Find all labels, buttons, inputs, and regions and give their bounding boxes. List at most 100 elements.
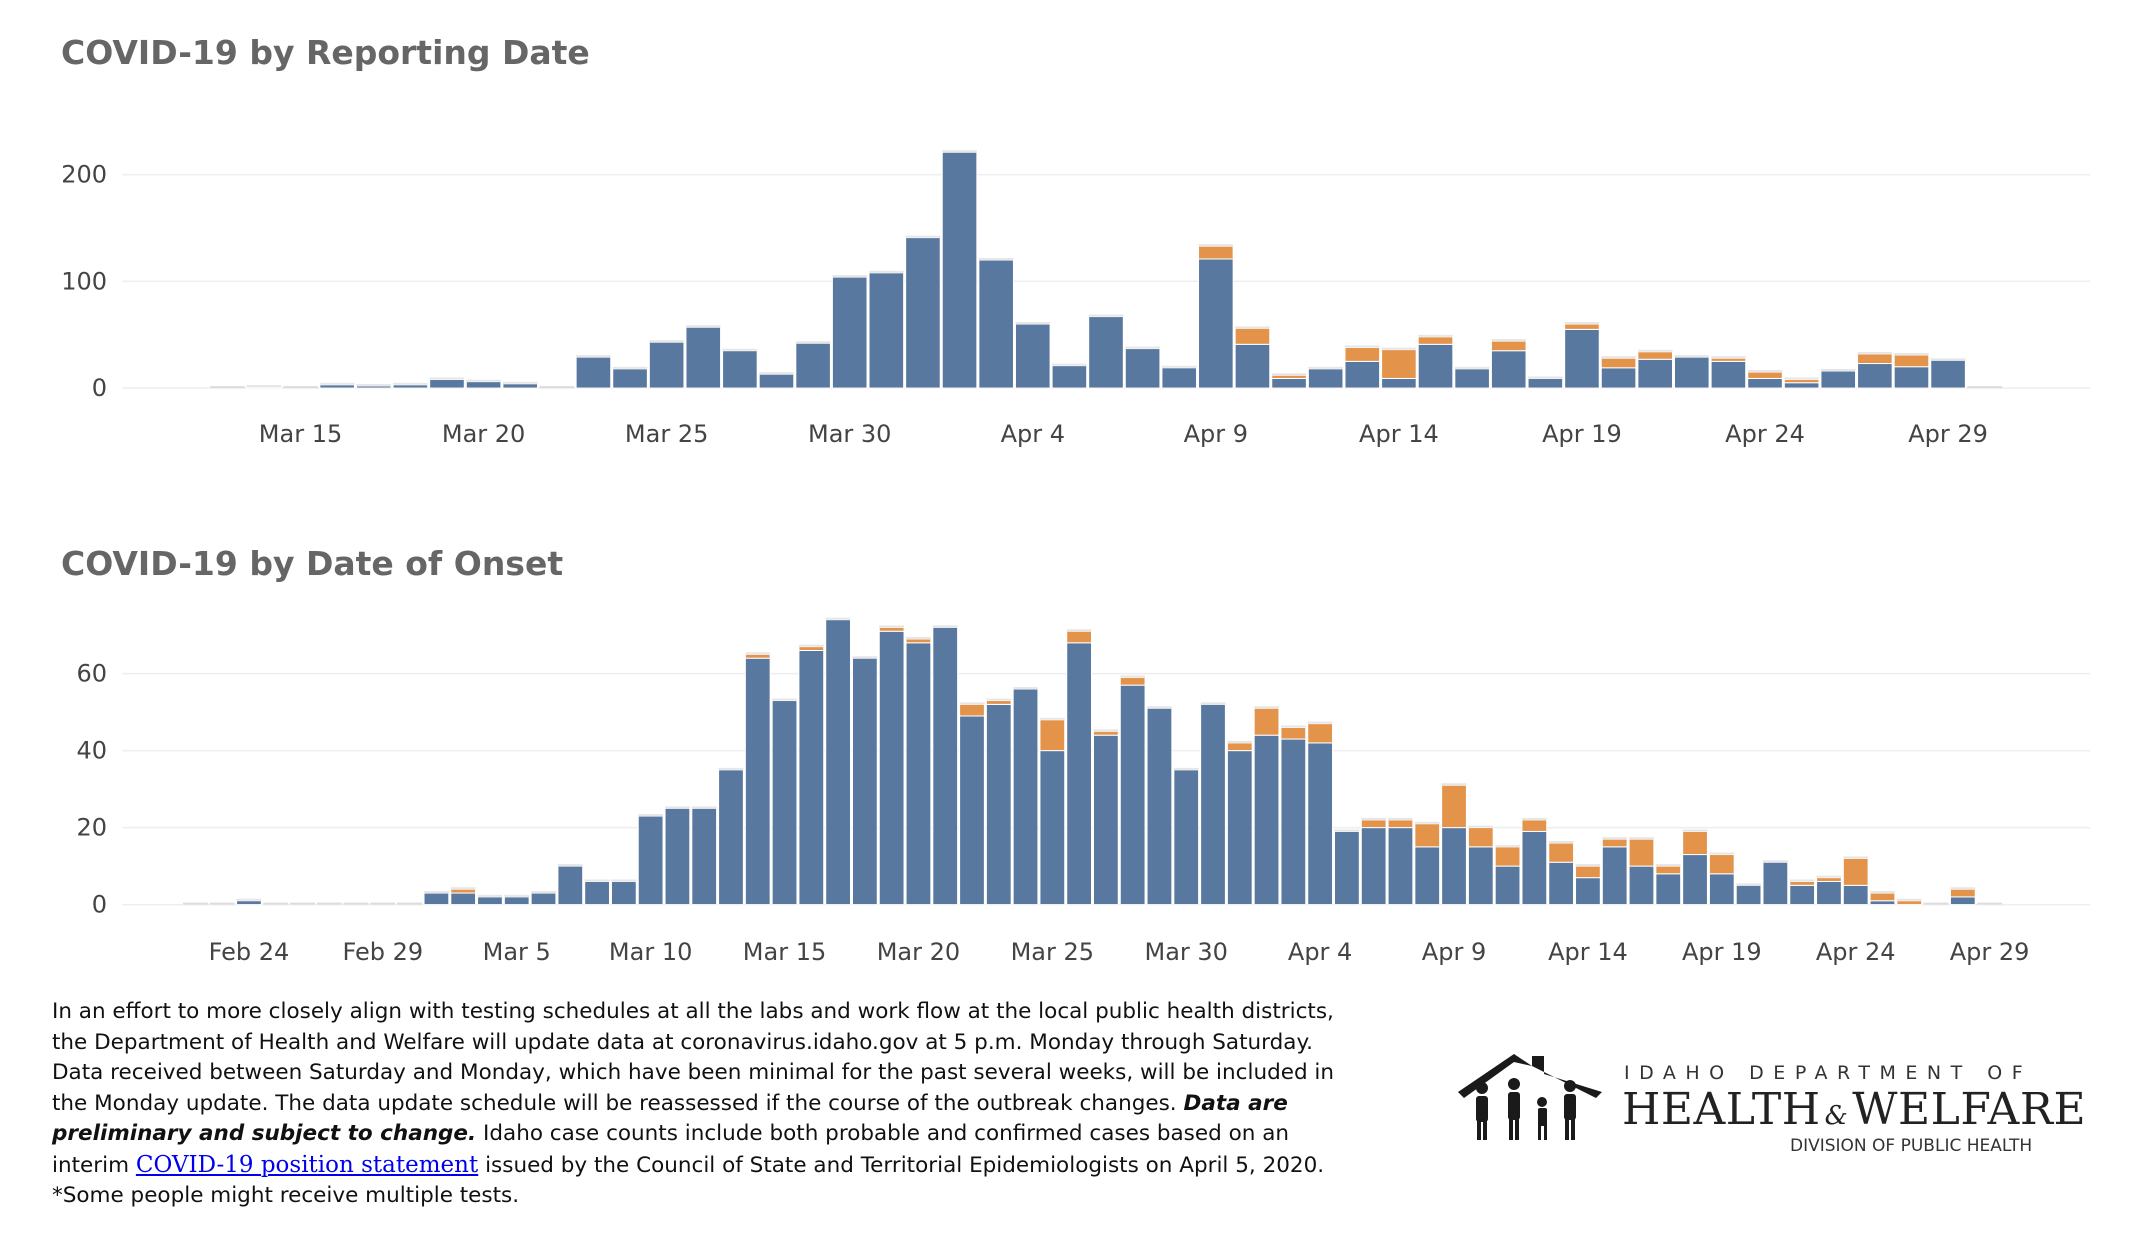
bar-confirmed: [423, 892, 450, 906]
bar-cap: [1521, 817, 1547, 820]
x-tick-label: Apr 9: [1422, 938, 1486, 966]
bar-cap: [1334, 829, 1360, 832]
x-tick-label: Feb 24: [209, 938, 290, 966]
x-tick-label: Apr 24: [1816, 938, 1896, 966]
bar-cap: [1088, 314, 1124, 317]
bar-cap: [691, 806, 717, 809]
bar-probable: [1949, 888, 1976, 898]
bar-confirmed: [637, 815, 664, 906]
bar-cap: [356, 383, 392, 386]
bar-confirmed: [648, 341, 685, 389]
x-tick-label: Mar 30: [808, 420, 891, 448]
bar-confirmed: [744, 657, 771, 906]
bar-confirmed: [691, 807, 718, 906]
bar-confirmed: [878, 630, 905, 906]
bar-probable: [1601, 838, 1628, 848]
x-tick-label: Apr 24: [1725, 420, 1805, 448]
bar-cap: [905, 235, 941, 238]
footer-note: In an effort to more closely align with …: [52, 997, 1452, 1212]
bar-cap: [612, 366, 648, 369]
bar-confirmed: [584, 881, 610, 906]
bar-confirmed: [1344, 360, 1381, 389]
bar-empty: [290, 902, 315, 905]
bar-cap: [772, 698, 797, 701]
bar-cap: [1280, 725, 1306, 728]
bar-cap: [685, 325, 721, 328]
bar-confirmed: [1467, 846, 1494, 906]
bar-probable: [1494, 846, 1521, 867]
bar-confirmed: [932, 626, 959, 906]
bar-cap: [852, 656, 878, 659]
bar-cap: [424, 891, 449, 894]
bar-cap: [986, 698, 1012, 701]
family-house-icon: [1458, 1054, 1602, 1140]
bar-confirmed: [610, 881, 637, 906]
bar-cap: [1491, 339, 1527, 342]
bar-cap: [638, 814, 664, 817]
bar-confirmed: [1088, 316, 1124, 389]
bar-confirmed: [985, 703, 1012, 906]
footer-line: interim: [52, 1152, 130, 1178]
bar-confirmed: [1708, 873, 1735, 906]
bar-cap: [1548, 841, 1574, 843]
bar-confirmed: [1441, 827, 1467, 906]
bar-confirmed: [1869, 900, 1896, 906]
bar-cap: [1896, 898, 1922, 901]
bar-confirmed: [530, 892, 557, 906]
position-statement-link[interactable]: COVID-19 position statement: [135, 1151, 479, 1178]
x-tick-label: Mar 25: [625, 420, 708, 448]
bar-confirmed: [664, 807, 691, 906]
bar-cap: [1709, 852, 1735, 855]
x-tick-label: Apr 14: [1359, 420, 1439, 448]
bar-cap: [477, 894, 503, 897]
bar-cap: [1762, 860, 1788, 863]
bar-cap: [450, 887, 476, 890]
bar-cap: [722, 348, 758, 351]
bar-cap: [429, 377, 465, 380]
x-tick-label: Mar 20: [442, 420, 525, 448]
bar-confirmed: [1816, 881, 1842, 906]
bar-empty: [283, 386, 318, 389]
bar-cap: [319, 382, 355, 385]
bar-confirmed: [905, 642, 932, 906]
bar-cap: [1120, 675, 1146, 678]
bar-confirmed: [1119, 684, 1146, 906]
bar-confirmed: [1012, 688, 1039, 906]
bar-confirmed: [1360, 827, 1387, 906]
bar-cap: [236, 898, 262, 901]
bar-confirmed: [1234, 343, 1271, 389]
bar-probable: [1521, 819, 1548, 832]
bar-probable: [1381, 349, 1417, 379]
bar-cap: [1200, 702, 1226, 705]
bar-cap: [942, 150, 977, 153]
bar-probable: [1280, 727, 1307, 740]
bar-cap: [1789, 879, 1815, 882]
bar-empty: [210, 386, 245, 389]
bar-confirmed: [1307, 742, 1334, 906]
bar-probable: [985, 700, 1012, 705]
bar-probable: [1307, 723, 1334, 744]
bar-cap: [759, 372, 794, 375]
footer-line: Idaho case counts include both probable …: [483, 1121, 1290, 1146]
bar-confirmed: [1548, 861, 1575, 906]
x-tick-label: Apr 29: [1950, 938, 2030, 966]
bar-confirmed: [1521, 830, 1548, 906]
bar-cap: [1843, 856, 1869, 859]
bar-confirmed: [1655, 873, 1682, 906]
footer-line: issued by the Council of State and Terri…: [485, 1152, 1325, 1178]
bar-confirmed: [868, 272, 905, 389]
bar-confirmed: [1039, 750, 1066, 906]
bar-probable: [905, 638, 932, 644]
bar-probable: [1039, 719, 1066, 752]
bar-probable: [1253, 707, 1280, 736]
bar-cap: [978, 258, 1014, 261]
bar-cap: [1254, 706, 1279, 709]
bar-confirmed: [1628, 865, 1655, 906]
bar-probable: [1414, 823, 1441, 848]
x-tick-label: Apr 19: [1682, 938, 1762, 966]
bar-probable: [1575, 865, 1601, 879]
bar-confirmed: [1842, 884, 1869, 906]
bar-cap: [1857, 351, 1893, 354]
bar-probable: [1789, 881, 1816, 886]
bar-confirmed: [798, 650, 825, 906]
